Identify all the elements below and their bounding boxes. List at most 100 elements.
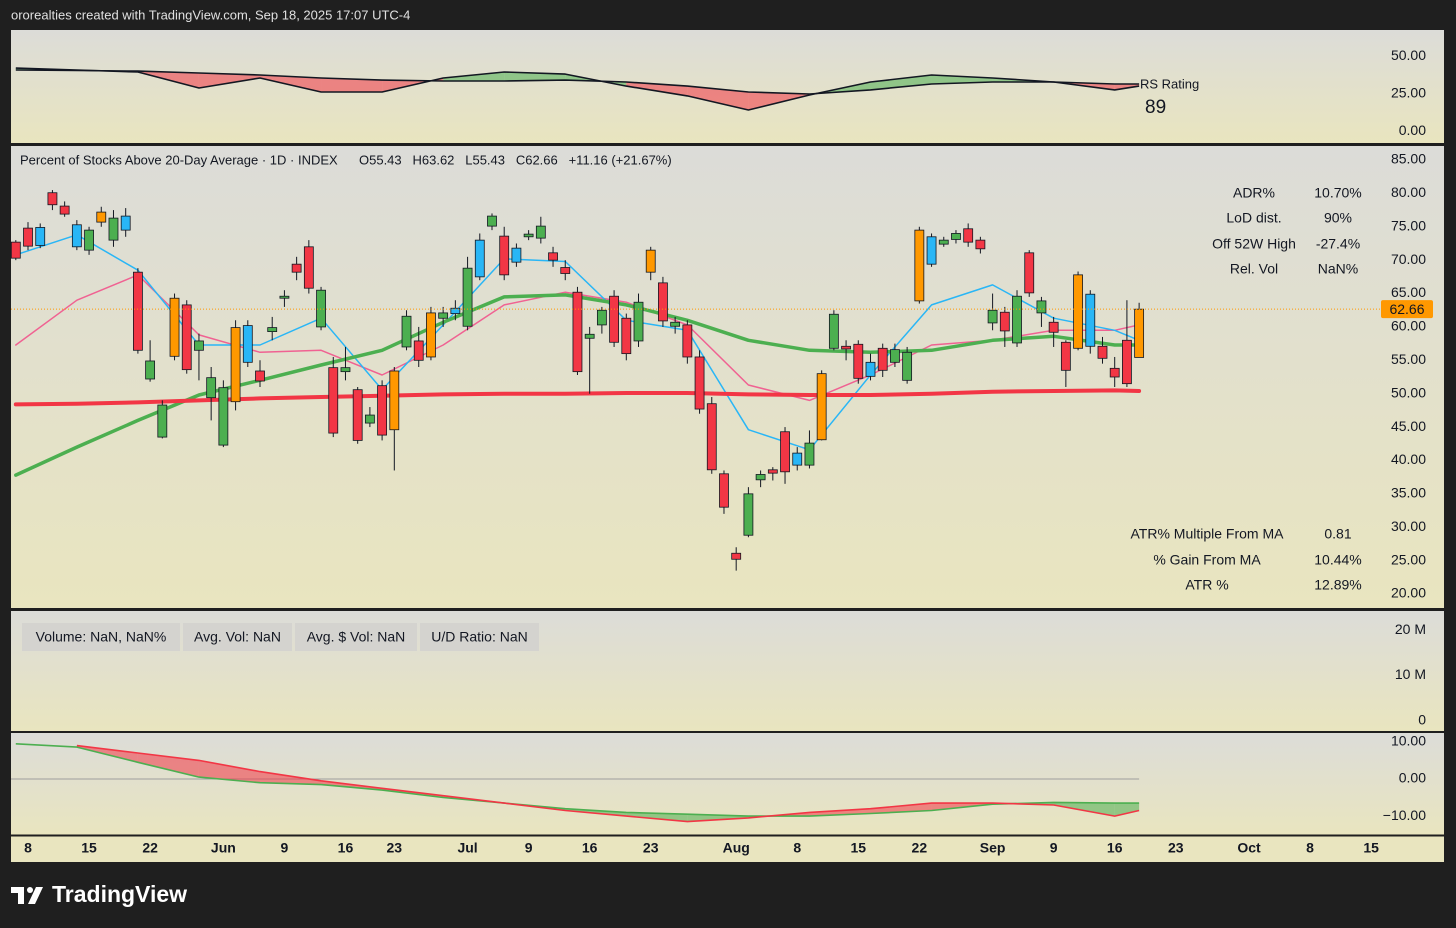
x-tick-label: Oct <box>1237 840 1261 856</box>
y-tick-label: 20.00 <box>1391 585 1426 601</box>
candle-body <box>328 367 339 434</box>
x-tick-label: 8 <box>24 840 32 856</box>
header-text: ororealties created with TradingView.com… <box>11 7 410 22</box>
y-tick-label: 0 <box>1418 712 1426 728</box>
volume-label-box <box>420 623 539 651</box>
candle-body <box>340 367 351 373</box>
candle-body <box>511 247 522 263</box>
y-tick-label: 0.00 <box>1399 770 1426 786</box>
candle-body <box>743 493 754 536</box>
x-tick-label: 9 <box>1050 840 1058 856</box>
candle-body <box>279 295 290 299</box>
candle-body <box>194 340 204 351</box>
y-tick-label: 25.00 <box>1391 551 1426 567</box>
candle-body <box>10 241 21 259</box>
x-tick-label: 22 <box>142 840 158 856</box>
candle-body <box>462 267 473 327</box>
y-tick-label: 80.00 <box>1391 184 1426 200</box>
candle-body <box>694 356 705 410</box>
fill-band <box>870 74 932 90</box>
x-tick-label: 16 <box>338 840 354 856</box>
rs-rating: 89 <box>1145 97 1166 118</box>
candle-body <box>71 224 82 248</box>
candle-body <box>890 349 900 363</box>
stat-label: ADR% <box>1233 185 1275 201</box>
candle-body <box>584 333 595 339</box>
y-tick-label: 0.00 <box>1399 122 1426 138</box>
candle-body <box>291 263 302 273</box>
y-tick-label: 30.00 <box>1391 518 1426 534</box>
y-tick-label: 45.00 <box>1391 418 1426 434</box>
x-tick-label: 8 <box>793 840 801 856</box>
volume-label-box <box>22 623 180 651</box>
price-badge-label: 62.66 <box>1389 301 1424 317</box>
candle-body <box>316 289 326 328</box>
candle-body <box>816 373 827 441</box>
candle-body <box>731 552 742 560</box>
candle-body <box>938 239 949 245</box>
candle-body <box>755 474 766 481</box>
candle-body <box>487 215 497 227</box>
volume-label-box <box>183 623 292 651</box>
candle-body <box>181 304 192 371</box>
line <box>15 743 1140 817</box>
y-tick-label: 75.00 <box>1391 217 1426 233</box>
candle-body <box>572 291 583 373</box>
candle-body <box>523 233 534 238</box>
candle-body <box>828 313 839 349</box>
candle-body <box>548 252 558 261</box>
candle-body <box>902 351 913 381</box>
fill-band <box>1114 803 1140 817</box>
candle-body <box>975 239 986 250</box>
candle-body <box>23 227 33 247</box>
candle-body <box>1048 321 1059 333</box>
fill-band <box>260 771 322 785</box>
candle-body <box>1097 345 1108 359</box>
candle-body <box>35 227 46 246</box>
y-tick-label: 10 M <box>1395 666 1426 682</box>
candle-body <box>120 215 131 231</box>
pane-background <box>11 30 1444 143</box>
stat-label: ATR % <box>1185 577 1228 593</box>
candle-body <box>1134 308 1145 358</box>
y-tick-label: 35.00 <box>1391 485 1426 501</box>
candle-body <box>84 229 94 251</box>
logo-dot <box>27 887 33 893</box>
x-tick-label: 15 <box>81 840 97 856</box>
candle-body <box>1073 274 1083 349</box>
logo-icon <box>11 887 43 904</box>
candle-body <box>401 315 412 348</box>
pane-background <box>11 146 1444 608</box>
y-tick-label: 65.00 <box>1391 284 1426 300</box>
stat-value: 0.81 <box>1324 526 1351 542</box>
x-tick-label: 16 <box>582 840 598 856</box>
candle-body <box>1012 295 1022 344</box>
x-tick-label: Aug <box>723 840 750 856</box>
candle-body <box>963 228 974 243</box>
price-badge <box>1381 300 1433 319</box>
candle-body <box>255 370 265 382</box>
candle-body <box>645 249 656 273</box>
candle-body <box>157 404 168 438</box>
candle-body <box>926 236 937 265</box>
fill-band <box>687 86 749 111</box>
y-tick-label: 25.00 <box>1391 85 1426 101</box>
y-tick-label: 10.00 <box>1391 733 1426 749</box>
candle-body <box>780 431 790 473</box>
x-tick-label: 15 <box>1363 840 1379 856</box>
candle-body <box>450 307 461 314</box>
candle-body <box>364 414 375 424</box>
plot: 50.0025.000.0085.0080.0075.0070.0065.006… <box>10 47 1433 856</box>
candle-body <box>560 267 571 274</box>
x-tick-label: Jul <box>457 840 477 856</box>
x-tick-label: 23 <box>643 840 659 856</box>
candle-body <box>865 361 876 377</box>
x-tick-label: 15 <box>851 840 867 856</box>
x-tick-label: 22 <box>912 840 928 856</box>
candle-body <box>682 324 693 358</box>
stat-label: % Gain From MA <box>1153 552 1261 568</box>
candle-body <box>389 370 400 431</box>
volume-label: Avg. $ Vol: NaN <box>307 629 406 645</box>
candle-body <box>658 282 668 322</box>
